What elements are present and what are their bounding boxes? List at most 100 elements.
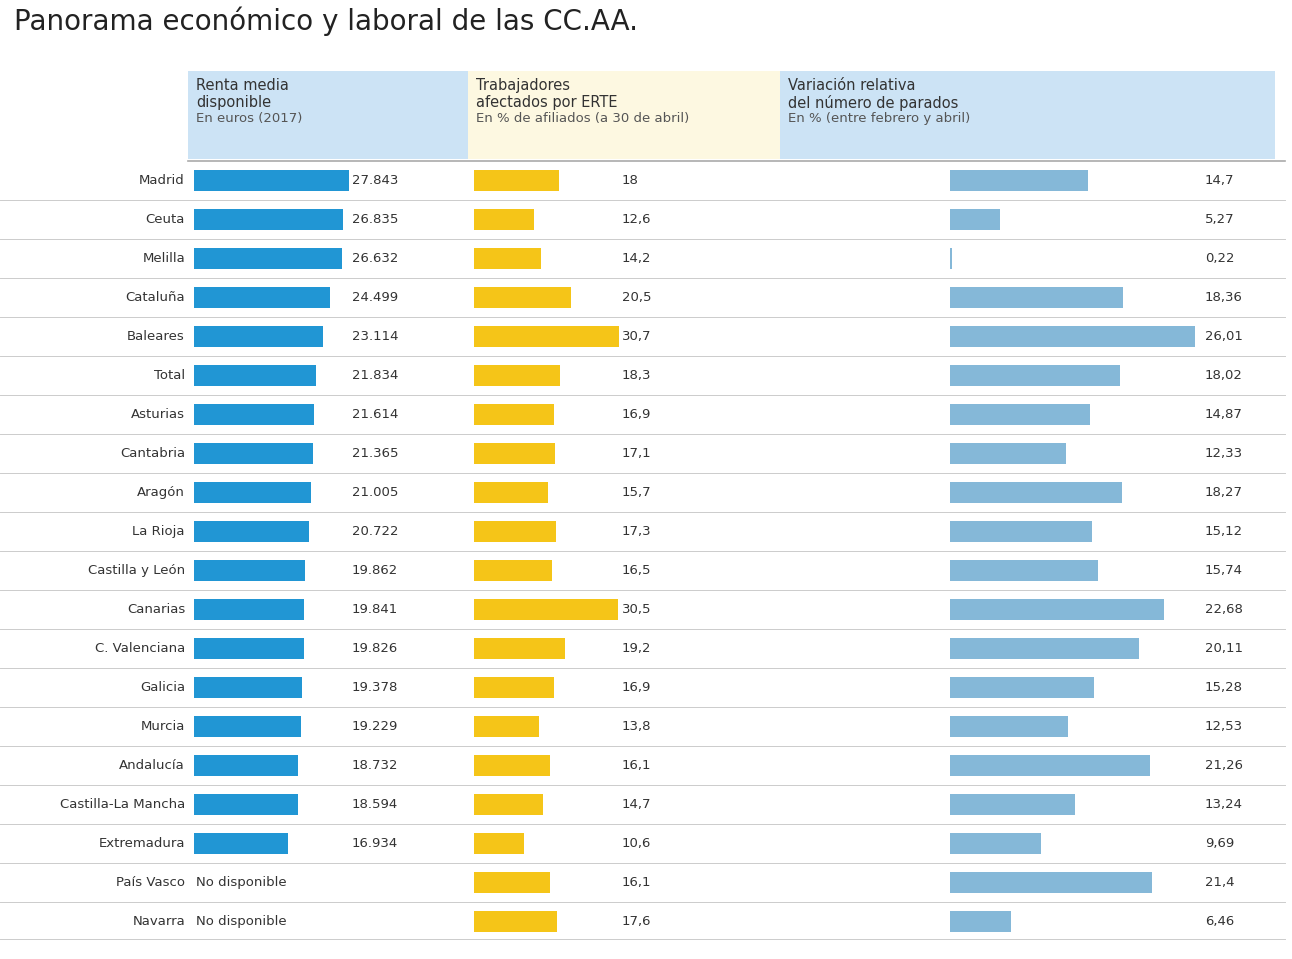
Text: 23.114: 23.114 bbox=[351, 330, 398, 343]
Bar bbox=[194, 599, 305, 620]
Text: 16,9: 16,9 bbox=[621, 408, 651, 421]
Text: 24.499: 24.499 bbox=[351, 291, 398, 304]
Text: 12,33: 12,33 bbox=[1205, 447, 1243, 460]
Text: 19,2: 19,2 bbox=[621, 642, 651, 655]
Text: En % (entre febrero y abril): En % (entre febrero y abril) bbox=[788, 112, 970, 125]
Text: 30,5: 30,5 bbox=[621, 603, 651, 616]
Bar bbox=[950, 677, 1094, 697]
Bar bbox=[474, 716, 539, 737]
Bar bbox=[474, 443, 554, 463]
Bar bbox=[950, 171, 1088, 191]
Bar bbox=[950, 756, 1150, 776]
Bar bbox=[950, 326, 1195, 346]
Bar bbox=[474, 639, 565, 659]
Text: 15,74: 15,74 bbox=[1205, 564, 1243, 577]
Bar bbox=[194, 560, 305, 580]
Text: Ceuta: Ceuta bbox=[146, 213, 185, 226]
Text: 17,6: 17,6 bbox=[621, 915, 651, 928]
Text: 18,3: 18,3 bbox=[621, 369, 651, 382]
Text: 19.841: 19.841 bbox=[351, 603, 398, 616]
Text: 9,69: 9,69 bbox=[1205, 837, 1234, 850]
Text: 21.005: 21.005 bbox=[351, 486, 398, 499]
Bar bbox=[950, 365, 1120, 386]
Text: 14,7: 14,7 bbox=[621, 798, 651, 811]
Text: 21.365: 21.365 bbox=[351, 447, 398, 460]
Text: Castilla y León: Castilla y León bbox=[88, 564, 185, 577]
Text: 5,27: 5,27 bbox=[1205, 213, 1235, 226]
Text: 21,4: 21,4 bbox=[1205, 876, 1234, 889]
Bar bbox=[950, 209, 1000, 229]
Text: 16.934: 16.934 bbox=[351, 837, 398, 850]
Bar bbox=[474, 833, 525, 854]
Bar bbox=[474, 405, 554, 425]
Bar bbox=[474, 171, 559, 191]
Text: Cataluña: Cataluña bbox=[125, 291, 185, 304]
Bar bbox=[950, 599, 1164, 620]
Text: 20,5: 20,5 bbox=[621, 291, 651, 304]
Text: 21.614: 21.614 bbox=[351, 408, 398, 421]
Text: 18,02: 18,02 bbox=[1205, 369, 1243, 382]
Text: 18: 18 bbox=[621, 174, 638, 187]
Text: Melilla: Melilla bbox=[142, 252, 185, 265]
Bar bbox=[474, 209, 534, 229]
Bar bbox=[194, 482, 311, 503]
Text: 20.722: 20.722 bbox=[351, 525, 398, 538]
Text: 18,36: 18,36 bbox=[1205, 291, 1243, 304]
Bar bbox=[189, 71, 468, 159]
Text: 12,6: 12,6 bbox=[621, 213, 651, 226]
Text: Variación relativa: Variación relativa bbox=[788, 78, 916, 93]
Bar bbox=[194, 405, 314, 425]
Text: 15,7: 15,7 bbox=[621, 486, 651, 499]
Text: 18,27: 18,27 bbox=[1205, 486, 1243, 499]
Bar bbox=[950, 716, 1068, 737]
Bar bbox=[950, 522, 1093, 542]
Bar bbox=[950, 639, 1140, 659]
Bar bbox=[474, 794, 544, 814]
Text: País Vasco: País Vasco bbox=[116, 876, 185, 889]
Text: En % de afiliados (a 30 de abril): En % de afiliados (a 30 de abril) bbox=[475, 112, 689, 125]
Bar bbox=[474, 873, 550, 893]
Bar bbox=[950, 794, 1075, 814]
Bar bbox=[950, 405, 1090, 425]
Bar bbox=[950, 833, 1041, 854]
Text: 19.378: 19.378 bbox=[351, 681, 398, 694]
Text: C. Valenciana: C. Valenciana bbox=[94, 642, 185, 655]
Bar bbox=[194, 794, 297, 814]
Text: 13,8: 13,8 bbox=[621, 720, 651, 733]
Text: 26,01: 26,01 bbox=[1205, 330, 1243, 343]
Bar bbox=[194, 443, 313, 463]
Text: 15,12: 15,12 bbox=[1205, 525, 1243, 538]
Bar bbox=[950, 873, 1151, 893]
Bar bbox=[194, 288, 331, 308]
Bar bbox=[194, 209, 344, 229]
Text: 14,87: 14,87 bbox=[1205, 408, 1243, 421]
Bar bbox=[194, 716, 301, 737]
Bar bbox=[474, 599, 618, 620]
Bar bbox=[474, 522, 556, 542]
Bar bbox=[950, 482, 1121, 503]
Text: Extremadura: Extremadura bbox=[98, 837, 185, 850]
Text: Castilla-La Mancha: Castilla-La Mancha bbox=[59, 798, 185, 811]
Bar bbox=[194, 677, 302, 697]
Text: Baleares: Baleares bbox=[127, 330, 185, 343]
Text: Aragón: Aragón bbox=[137, 486, 185, 499]
Text: 18.594: 18.594 bbox=[351, 798, 398, 811]
Text: 19.862: 19.862 bbox=[351, 564, 398, 577]
Text: 26.632: 26.632 bbox=[351, 252, 398, 265]
Bar bbox=[194, 171, 349, 191]
Text: 16,9: 16,9 bbox=[621, 681, 651, 694]
Text: 17,1: 17,1 bbox=[621, 447, 651, 460]
Text: No disponible: No disponible bbox=[196, 915, 287, 928]
Bar bbox=[474, 248, 541, 269]
Text: 14,7: 14,7 bbox=[1205, 174, 1234, 187]
Text: Asturias: Asturias bbox=[130, 408, 185, 421]
Bar bbox=[474, 482, 548, 503]
Text: En euros (2017): En euros (2017) bbox=[196, 112, 302, 125]
Text: Canarias: Canarias bbox=[127, 603, 185, 616]
Text: 16,1: 16,1 bbox=[621, 759, 651, 772]
Text: No disponible: No disponible bbox=[196, 876, 287, 889]
Text: Andalucía: Andalucía bbox=[119, 759, 185, 772]
Text: 17,3: 17,3 bbox=[621, 525, 651, 538]
Bar bbox=[194, 522, 309, 542]
Text: 15,28: 15,28 bbox=[1205, 681, 1243, 694]
